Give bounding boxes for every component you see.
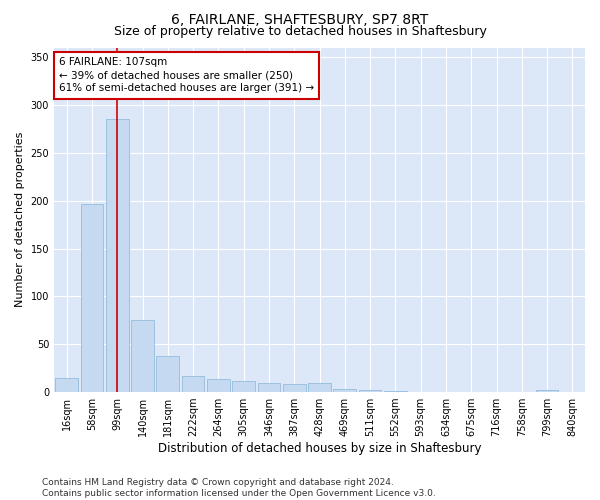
Bar <box>257 382 280 392</box>
Bar <box>131 320 154 392</box>
Bar <box>334 389 356 392</box>
Bar <box>384 391 407 392</box>
Bar <box>232 380 255 392</box>
Text: 6, FAIRLANE, SHAFTESBURY, SP7 8RT: 6, FAIRLANE, SHAFTESBURY, SP7 8RT <box>172 12 428 26</box>
Bar <box>106 120 128 392</box>
Bar <box>182 376 205 392</box>
Bar <box>80 204 103 392</box>
X-axis label: Distribution of detached houses by size in Shaftesbury: Distribution of detached houses by size … <box>158 442 481 455</box>
Bar <box>157 356 179 392</box>
Bar <box>359 390 382 392</box>
Y-axis label: Number of detached properties: Number of detached properties <box>15 132 25 308</box>
Bar <box>207 378 230 392</box>
Text: Size of property relative to detached houses in Shaftesbury: Size of property relative to detached ho… <box>113 25 487 38</box>
Text: Contains HM Land Registry data © Crown copyright and database right 2024.
Contai: Contains HM Land Registry data © Crown c… <box>42 478 436 498</box>
Bar <box>536 390 559 392</box>
Bar <box>55 378 78 392</box>
Bar <box>308 384 331 392</box>
Bar <box>283 384 305 392</box>
Text: 6 FAIRLANE: 107sqm
← 39% of detached houses are smaller (250)
61% of semi-detach: 6 FAIRLANE: 107sqm ← 39% of detached hou… <box>59 57 314 94</box>
